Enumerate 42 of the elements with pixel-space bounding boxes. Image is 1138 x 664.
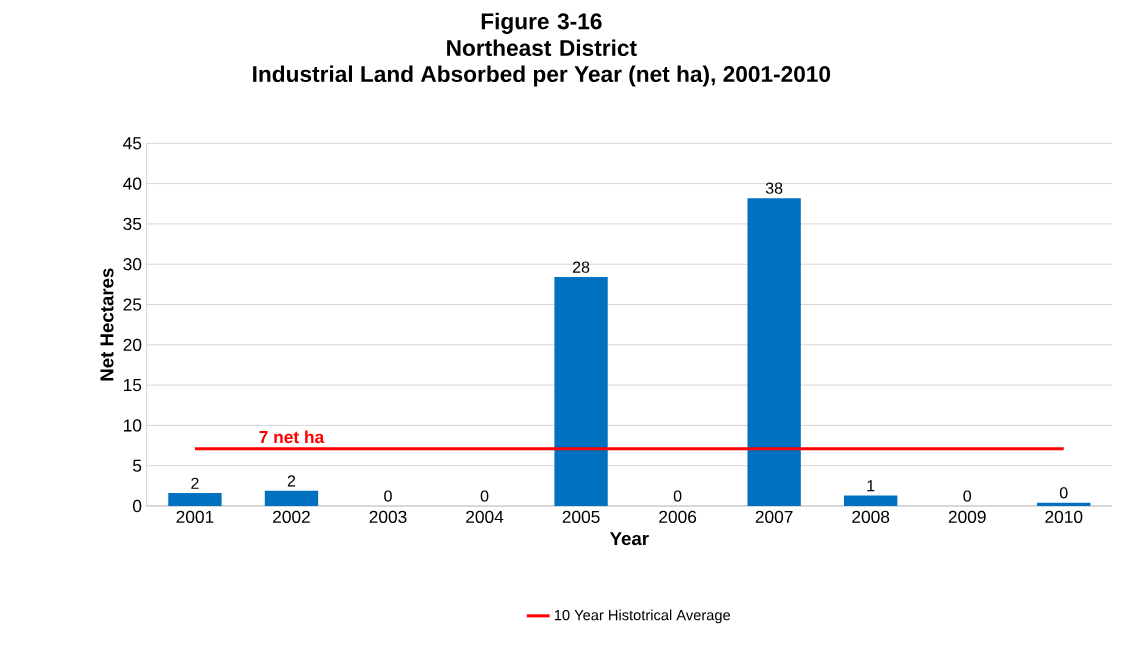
y-tick-label: 45 — [123, 137, 142, 150]
x-tick-label: 2010 — [1045, 510, 1083, 523]
bar — [844, 495, 898, 506]
y-tick-label: 25 — [123, 298, 142, 311]
data-label: 0 — [480, 490, 489, 502]
y-tick-label: 35 — [123, 217, 142, 231]
x-axis-title: Year — [609, 532, 649, 546]
y-tick-label: 30 — [123, 258, 142, 271]
x-tick-label: 2003 — [369, 510, 407, 523]
bar — [264, 490, 319, 506]
y-tick-label: 0 — [132, 499, 142, 513]
x-tick-label: 2009 — [948, 510, 986, 523]
data-label: 0 — [1059, 487, 1068, 499]
y-tick-label: 20 — [123, 338, 142, 351]
data-label: 1 — [867, 480, 875, 492]
data-label: 2 — [287, 475, 296, 487]
data-label: 0 — [673, 490, 682, 502]
legend-label: 10 Year Histotrical Average — [554, 609, 731, 624]
x-tick-label: 2001 — [176, 510, 214, 523]
bar — [1037, 502, 1091, 506]
y-tick-label: 15 — [124, 379, 142, 392]
x-tick-label: 2008 — [852, 510, 890, 523]
data-label: 0 — [384, 490, 392, 502]
chart-title: Figure 3-16 Northeast District — [447, 12, 637, 57]
x-tick-label: 2002 — [273, 510, 310, 523]
annotation: 7 net ha — [259, 430, 325, 444]
bar — [747, 198, 801, 506]
data-label: 0 — [963, 490, 972, 502]
bar — [554, 277, 608, 506]
y-tick-label: 40 — [123, 177, 142, 190]
data-label: 28 — [572, 261, 590, 273]
y-tick-label: 5 — [133, 459, 142, 472]
chart-subtitle: Industrial Land Absorbed per Year (net ha), 2001-2010 — [253, 65, 831, 87]
data-label: 2 — [191, 477, 199, 489]
bar — [168, 493, 222, 506]
x-tick-label: 2005 — [562, 510, 600, 523]
x-tick-label: 2007 — [755, 510, 793, 523]
data-label: 38 — [765, 182, 783, 194]
x-tick-label: 2006 — [659, 510, 697, 523]
y-tick-label: 10 — [124, 419, 142, 432]
y-axis-title: Net Hectares — [100, 268, 114, 381]
x-tick-label: 2004 — [466, 510, 504, 523]
